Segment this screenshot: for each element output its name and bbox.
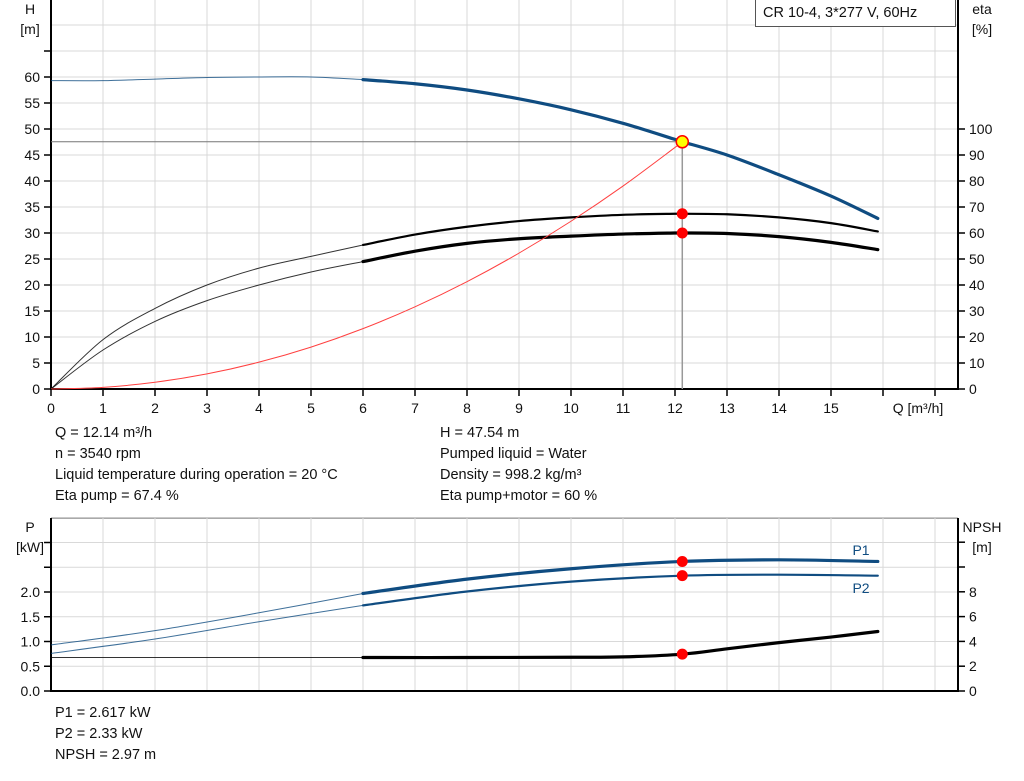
y-right-tick-label: 90 (969, 147, 985, 163)
x-tick-label: 4 (255, 400, 263, 416)
info-density: Density = 998.2 kg/m³ (440, 467, 582, 483)
y-right-title: NPSH (963, 519, 1002, 535)
info-liquid: Pumped liquid = Water (440, 446, 587, 462)
y-left-tick-label: 10 (24, 329, 40, 345)
series-eta-pump (361, 212, 879, 247)
y-left-tick-label: 25 (24, 251, 40, 267)
y-right-tick-label: 20 (969, 329, 985, 345)
x-tick-label: 3 (203, 400, 211, 416)
y-right-tick-label: 80 (969, 173, 985, 189)
y-left-tick-label: 0.5 (21, 658, 41, 674)
x-tick-label: 2 (151, 400, 159, 416)
info-q: Q = 12.14 m³/h (55, 425, 153, 441)
x-tick-label: 1 (99, 400, 107, 416)
y-left-tick-label: 40 (24, 173, 40, 189)
x-tick-label: 11 (616, 400, 631, 416)
y-right-unit: [m] (972, 539, 991, 555)
series-p2 (361, 573, 879, 607)
y-left-tick-label: 20 (24, 277, 40, 293)
marker-npsh (676, 648, 688, 660)
series-eta-pump-motor (361, 231, 880, 264)
marker-eta-pump-motor (676, 227, 688, 239)
y-right-tick-label: 30 (969, 303, 985, 319)
info-temperature: Liquid temperature during operation = 20… (55, 467, 338, 483)
series-eta-pump-extrapolated (50, 244, 364, 390)
info-eta-pump: Eta pump = 67.4 % (55, 488, 179, 504)
y-right-tick-label: 0 (969, 381, 977, 397)
y-left-tick-label: 55 (24, 95, 40, 111)
x-tick-label: 8 (463, 400, 471, 416)
x-tick-label: 15 (823, 400, 839, 416)
info-head: H = 47.54 m (440, 425, 520, 441)
x-tick-label: 0 (47, 400, 55, 416)
y-left-tick-label: 15 (24, 303, 40, 319)
y-right-tick-label: 40 (969, 277, 985, 293)
pump-title: CR 10-4, 3*277 V, 60Hz (763, 5, 918, 21)
series-label-p2: P2 (852, 580, 869, 596)
y-right-tick-label: 6 (969, 609, 977, 625)
y-left-tick-label: 5 (32, 355, 40, 371)
y-right-tick-label: 100 (969, 121, 993, 137)
series-npsh (361, 629, 880, 660)
y-right-tick-label: 60 (969, 225, 985, 241)
y-right-tick-label: 0 (969, 683, 977, 699)
x-tick-label: 13 (719, 400, 735, 416)
y-left-unit: [m] (20, 21, 39, 37)
y-left-unit: [kW] (16, 539, 44, 555)
series-label-p1: P1 (852, 542, 869, 558)
x-tick-label: 10 (563, 400, 579, 416)
series-head (361, 78, 880, 221)
info-npsh: NPSH = 2.97 m (55, 747, 157, 763)
y-left-tick-label: 0 (32, 381, 40, 397)
pump-title-box: CR 10-4, 3*277 V, 60Hz (755, 0, 956, 27)
x-axis-title: Q [m³/h] (893, 400, 944, 416)
y-right-unit: [%] (972, 21, 992, 37)
y-left-tick-label: 2.0 (21, 584, 41, 600)
y-left-title: H (25, 1, 35, 17)
series-p1 (361, 558, 880, 596)
x-tick-label: 6 (359, 400, 367, 416)
marker-p2 (676, 570, 688, 582)
y-left-tick-label: 0.0 (21, 683, 41, 699)
y-left-tick-label: 60 (24, 69, 40, 85)
x-tick-label: 5 (307, 400, 315, 416)
y-right-tick-label: 50 (969, 251, 985, 267)
y-left-tick-label: 45 (24, 147, 40, 163)
y-right-tick-label: 10 (969, 355, 985, 371)
series-p2-extrapolated (50, 604, 364, 654)
duty-point-marker (675, 135, 690, 149)
x-tick-label: 7 (411, 400, 419, 416)
y-left-tick-label: 30 (24, 225, 40, 241)
y-left-tick-label: 1.5 (21, 609, 41, 625)
y-left-title: P (25, 519, 34, 535)
x-tick-label: 12 (667, 400, 683, 416)
x-tick-label: 14 (771, 400, 787, 416)
series-system-curve (50, 141, 683, 390)
y-right-title: eta (972, 1, 992, 17)
series-eta-pump-motor-extrapolated (50, 261, 364, 390)
series-p1-extrapolated (50, 592, 364, 646)
y-right-tick-label: 2 (969, 658, 977, 674)
x-tick-label: 9 (515, 400, 523, 416)
marker-p1 (676, 555, 688, 567)
info-p2: P2 = 2.33 kW (55, 726, 143, 742)
y-left-tick-label: 1.0 (21, 634, 41, 650)
y-left-tick-label: 50 (24, 121, 40, 137)
series-head-extrapolated (50, 76, 364, 82)
info-eta-pump-motor: Eta pump+motor = 60 % (440, 488, 598, 504)
marker-eta-pump (676, 208, 688, 220)
y-right-tick-label: 8 (969, 584, 977, 600)
info-p1: P1 = 2.617 kW (55, 705, 151, 721)
y-left-tick-label: 35 (24, 199, 40, 215)
info-speed: n = 3540 rpm (55, 446, 141, 462)
y-right-tick-label: 70 (969, 199, 985, 215)
y-right-tick-label: 4 (969, 633, 977, 649)
